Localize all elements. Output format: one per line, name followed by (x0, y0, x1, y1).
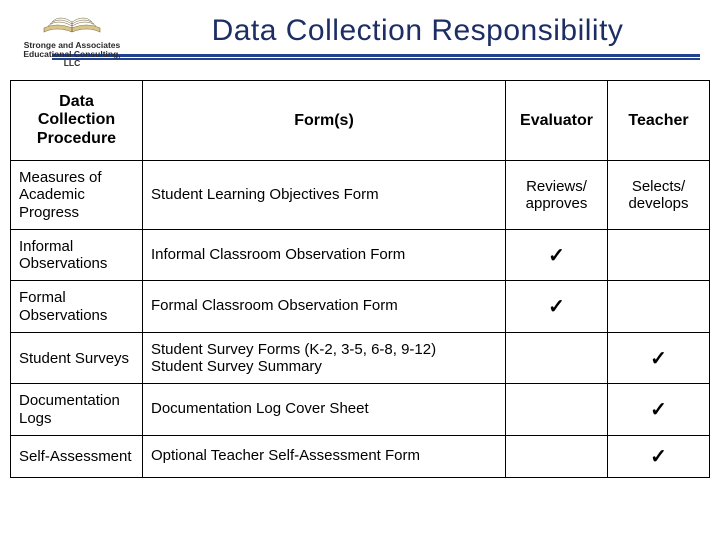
form-l2: Student Survey Summary (151, 358, 497, 375)
cell-evaluator (506, 332, 608, 384)
form-l1: Student Survey Forms (K-2, 3-5, 6-8, 9-1… (151, 341, 497, 358)
proc-l1: Student Surveys (19, 350, 134, 367)
book-icon (42, 4, 102, 34)
cell-teacher (608, 229, 710, 281)
cell-teacher (608, 281, 710, 333)
cell-form: Student Learning Objectives Form (143, 161, 506, 230)
check-icon: ✓ (650, 446, 667, 468)
teach-l1: Selects/ (616, 178, 701, 195)
check-icon: ✓ (650, 348, 667, 370)
cell-form: Documentation Log Cover Sheet (143, 384, 506, 436)
header-procedure-l1: Data Collection (19, 93, 134, 130)
proc-l2: Observations (19, 255, 134, 272)
col-header-evaluator: Evaluator (506, 81, 608, 161)
teach-l2: develops (616, 195, 701, 212)
cell-evaluator: ✓ (506, 281, 608, 333)
company-logo-block: Stronge and Associates Educational Consu… (12, 4, 132, 69)
cell-evaluator (506, 435, 608, 477)
cell-teacher: ✓ (608, 332, 710, 384)
check-icon: ✓ (548, 245, 565, 267)
check-icon: ✓ (650, 399, 667, 421)
table-row: Measures of Academic Progress Student Le… (11, 161, 710, 230)
header-procedure-l2: Procedure (19, 130, 134, 148)
proc-l1: Measures of (19, 169, 134, 186)
cell-teacher: ✓ (608, 384, 710, 436)
cell-teacher: ✓ (608, 435, 710, 477)
proc-l2: Academic Progress (19, 186, 134, 221)
cell-form: Informal Classroom Observation Form (143, 229, 506, 281)
responsibility-table: Data Collection Procedure Form(s) Evalua… (10, 80, 710, 478)
cell-evaluator: ✓ (506, 229, 608, 281)
cell-evaluator: Reviews/ approves (506, 161, 608, 230)
cell-procedure: Formal Observations (11, 281, 143, 333)
cell-form: Student Survey Forms (K-2, 3-5, 6-8, 9-1… (143, 332, 506, 384)
proc-l1: Formal (19, 289, 134, 306)
cell-procedure: Measures of Academic Progress (11, 161, 143, 230)
eval-l2: approves (514, 195, 599, 212)
proc-l2: Observations (19, 307, 134, 324)
logo-text-line3: LLC (12, 59, 132, 68)
proc-l2: Logs (19, 410, 134, 427)
proc-l1: Self-Assessment (19, 448, 134, 465)
cell-teacher: Selects/ develops (608, 161, 710, 230)
table-row: Formal Observations Formal Classroom Obs… (11, 281, 710, 333)
check-icon: ✓ (548, 296, 565, 318)
eval-l1: Reviews/ (514, 178, 599, 195)
proc-l1: Informal (19, 238, 134, 255)
cell-procedure: Student Surveys (11, 332, 143, 384)
cell-form: Formal Classroom Observation Form (143, 281, 506, 333)
table-row: Informal Observations Informal Classroom… (11, 229, 710, 281)
table-row: Self-Assessment Optional Teacher Self-As… (11, 435, 710, 477)
table-row: Documentation Logs Documentation Log Cov… (11, 384, 710, 436)
cell-form: Optional Teacher Self-Assessment Form (143, 435, 506, 477)
header-area: Stronge and Associates Educational Consu… (0, 0, 720, 58)
title-underline (52, 54, 700, 58)
table-container: Data Collection Procedure Form(s) Evalua… (0, 58, 720, 478)
col-header-forms: Form(s) (143, 81, 506, 161)
cell-procedure: Informal Observations (11, 229, 143, 281)
col-header-procedure: Data Collection Procedure (11, 81, 143, 161)
cell-evaluator (506, 384, 608, 436)
cell-procedure: Documentation Logs (11, 384, 143, 436)
col-header-teacher: Teacher (608, 81, 710, 161)
proc-l1: Documentation (19, 392, 134, 409)
table-header-row: Data Collection Procedure Form(s) Evalua… (11, 81, 710, 161)
table-row: Student Surveys Student Survey Forms (K-… (11, 332, 710, 384)
cell-procedure: Self-Assessment (11, 435, 143, 477)
